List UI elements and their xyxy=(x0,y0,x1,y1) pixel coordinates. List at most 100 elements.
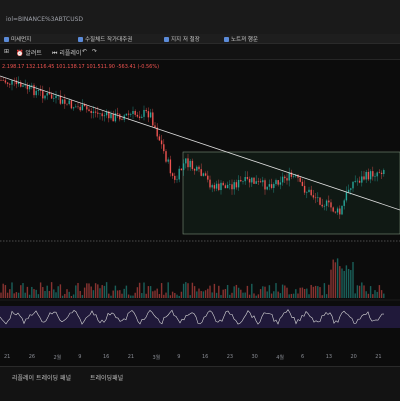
candle-body xyxy=(246,176,249,179)
candle-body xyxy=(334,211,337,213)
range-box[interactable] xyxy=(182,151,400,235)
alert-button[interactable]: ⏰ 알려트 xyxy=(16,50,42,57)
bookmark-item[interactable]: 수질체드 작가대주권 xyxy=(78,35,132,43)
candle-body xyxy=(295,174,297,177)
ohlc-close: 101.511.90 xyxy=(86,64,115,70)
volume-bar xyxy=(108,293,110,298)
candle-body xyxy=(323,205,326,207)
folder-icon xyxy=(78,37,83,42)
volume-bar xyxy=(323,283,326,298)
volume-bar xyxy=(53,289,55,298)
candle-body xyxy=(196,166,198,171)
volume-bar xyxy=(259,289,262,298)
candles-layer xyxy=(0,76,385,219)
candle-body xyxy=(99,113,101,115)
candle-body xyxy=(363,176,365,180)
address-text: iol=BINANCE%3ABTCUSD xyxy=(6,16,84,23)
volume-bar xyxy=(75,285,77,298)
time-tick: 2월 xyxy=(53,355,62,361)
candle-body xyxy=(152,112,154,126)
candle-body xyxy=(204,173,207,176)
volume-bar xyxy=(270,293,273,298)
volume-bar xyxy=(15,292,18,298)
candle-body xyxy=(174,175,176,180)
bookmark-item[interactable]: 지지 저 철장 xyxy=(164,35,200,43)
browser-address-bar[interactable]: iol=BINANCE%3ABTCUSD xyxy=(0,0,400,35)
candle-body xyxy=(189,160,191,168)
volume-bar xyxy=(231,292,233,298)
volume-bar xyxy=(160,283,163,298)
volume-bar xyxy=(301,287,304,298)
volume-bar xyxy=(13,293,15,298)
candle-body xyxy=(145,109,147,112)
volume-bar xyxy=(99,288,101,298)
volume-bar xyxy=(352,262,354,298)
volume-bar xyxy=(136,287,139,298)
candle-body xyxy=(365,171,367,180)
candle-body xyxy=(119,114,121,120)
volume-bar xyxy=(154,290,156,298)
trendline[interactable] xyxy=(0,75,400,211)
bookmark-item[interactable]: 미세먼지 xyxy=(4,35,31,43)
time-axis[interactable]: 21 26 2월 9 16 21 3월 9 16 23 30 4월 6 13 20 21 xyxy=(0,352,400,366)
candle-body xyxy=(31,85,33,86)
volume-bar xyxy=(156,288,158,298)
volume-bar xyxy=(165,292,167,298)
candle-body xyxy=(264,180,266,190)
volume-bar xyxy=(319,287,321,298)
candle-body xyxy=(66,103,68,105)
volume-bar xyxy=(114,285,117,298)
candle-body xyxy=(64,99,66,104)
candle-body xyxy=(105,111,108,116)
ohlc-high: 132.116.45 xyxy=(25,64,55,70)
replay-button[interactable]: ⏮ 리플레이 xyxy=(52,50,82,57)
candle-body xyxy=(178,168,180,180)
candle-body xyxy=(229,184,231,185)
volume-bar xyxy=(242,292,244,298)
time-tick: 9 xyxy=(78,354,82,360)
volume-bar xyxy=(97,284,99,298)
volume-bar xyxy=(11,282,13,298)
volume-bar xyxy=(180,291,183,298)
volume-bar xyxy=(77,282,79,298)
candle-body xyxy=(319,197,321,205)
ruler-icon[interactable]: ⊞ xyxy=(4,48,10,55)
candle-body xyxy=(220,182,222,191)
undo-icon[interactable]: ↶ xyxy=(82,48,88,55)
volume-bar xyxy=(9,289,11,298)
volume-bar xyxy=(42,287,44,298)
bookmark-item[interactable]: 노트져 행운 xyxy=(224,35,258,43)
time-tick: 16 xyxy=(103,354,110,360)
candle-body xyxy=(156,127,158,137)
volume-bar xyxy=(339,266,341,298)
volume-bar xyxy=(158,294,161,298)
volume-bar xyxy=(152,291,154,298)
volume-bar xyxy=(125,285,128,298)
volume-bar xyxy=(185,282,187,298)
time-tick: 6 xyxy=(301,354,305,360)
candle-body xyxy=(187,158,189,168)
volume-bar xyxy=(358,285,361,298)
volume-bar xyxy=(314,285,317,298)
volume-bar xyxy=(116,290,119,298)
candle-body xyxy=(28,85,31,90)
redo-icon[interactable]: ↷ xyxy=(92,48,98,55)
candle-body xyxy=(35,90,37,96)
candle-body xyxy=(112,113,114,122)
candle-body xyxy=(325,200,328,206)
volume-bar xyxy=(297,293,299,298)
candle-body xyxy=(11,80,13,85)
trading-panel-tab[interactable]: 트레이딩패널 xyxy=(90,375,124,382)
candle-body xyxy=(268,184,271,187)
replay-trading-panel-tab[interactable]: 리플레이 트레이딩 패널 xyxy=(12,375,72,382)
volume-bar xyxy=(235,284,238,298)
volume-bar xyxy=(361,282,363,298)
volume-bar xyxy=(191,282,194,298)
price-chart[interactable] xyxy=(0,60,400,360)
candle-body xyxy=(22,85,24,87)
candle-body xyxy=(163,144,165,152)
candle-body xyxy=(376,172,378,177)
volume-bar xyxy=(171,291,174,298)
candle-body xyxy=(339,208,341,215)
volume-bar xyxy=(130,295,132,298)
